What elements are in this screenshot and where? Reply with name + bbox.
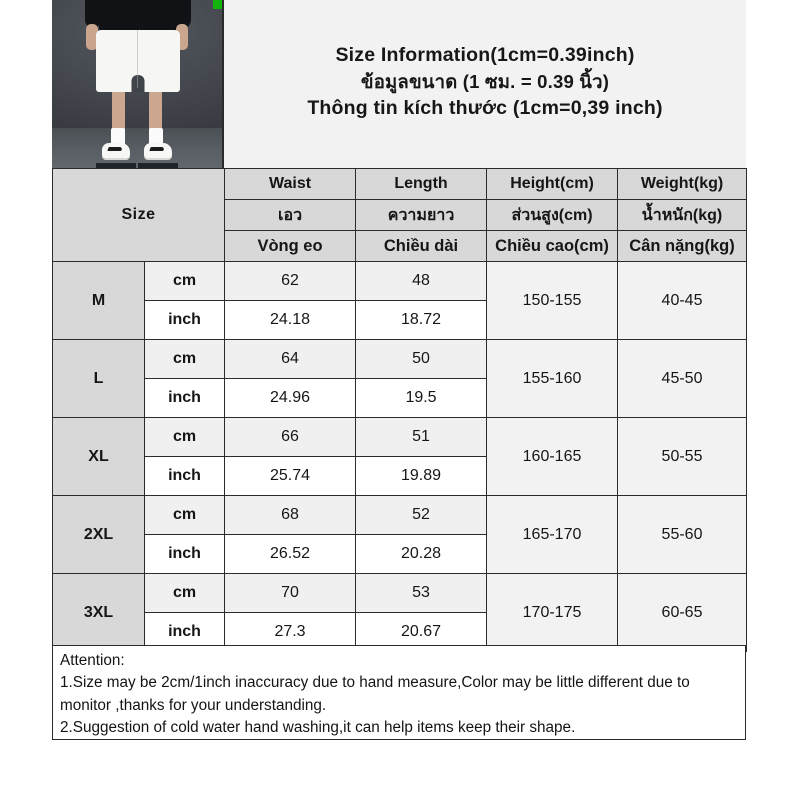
model-sock-left bbox=[111, 128, 125, 145]
header-row-th: เอว ความยาว ส่วนสูง(cm) น้ำหนัก(kg) bbox=[53, 199, 748, 231]
col-header-waist-th: เอว bbox=[224, 199, 357, 231]
height-m: 150-155 bbox=[486, 261, 619, 340]
attention-note-1: 1.Size may be 2cm/1inch inaccuracy due t… bbox=[60, 674, 690, 714]
col-header-length-th: ความยาว bbox=[355, 199, 488, 231]
title-block: Size Information(1cm=0.39inch) ข้อมูลขนา… bbox=[224, 0, 746, 168]
length-inch-l: 19.5 bbox=[355, 378, 488, 418]
col-header-height-vi: Chiều cao(cm) bbox=[486, 230, 619, 262]
table-row: inch 24.18 18.72 bbox=[53, 300, 747, 340]
header-band: Size Information(1cm=0.39inch) ข้อมูลขนา… bbox=[52, 0, 746, 168]
size-label-m: M bbox=[52, 261, 145, 340]
shorts-hem-left bbox=[96, 163, 136, 168]
title-line-th: ข้อมูลขนาด (1 ซม. = 0.39 นิ้ว) bbox=[360, 71, 610, 93]
length-inch-m: 18.72 bbox=[355, 300, 488, 340]
attention-box: Attention: 1.Size may be 2cm/1inch inacc… bbox=[52, 645, 746, 740]
header-row-en: Size Waist Length Height(cm) Weight(kg) bbox=[51, 168, 748, 262]
model-leg-right bbox=[149, 92, 162, 136]
model-leg-left bbox=[112, 92, 125, 136]
weight-l: 45-50 bbox=[617, 339, 748, 418]
model-sock-right bbox=[149, 128, 163, 145]
weight-m: 40-45 bbox=[617, 261, 748, 340]
photo-floor bbox=[52, 128, 222, 168]
table-row: 2XL cm 68 52 165-170 55-60 bbox=[52, 495, 748, 574]
waist-inch-xl: 25.74 bbox=[224, 456, 357, 496]
table-row: XL cm 66 51 160-165 50-55 bbox=[52, 417, 748, 496]
col-header-length-en: Length bbox=[355, 168, 488, 200]
unit-inch: inch bbox=[143, 378, 226, 418]
model-sneaker-right bbox=[144, 143, 172, 158]
table-row: L cm 64 50 155-160 45-50 bbox=[52, 339, 748, 418]
size-label-l: L bbox=[52, 339, 145, 418]
unit-cm: cm bbox=[143, 495, 226, 535]
title-line-en: Size Information(1cm=0.39inch) bbox=[335, 44, 635, 67]
waist-inch-l: 24.96 bbox=[224, 378, 357, 418]
col-header-height-en: Height(cm) bbox=[486, 168, 619, 200]
weight-xl: 50-55 bbox=[617, 417, 748, 496]
col-header-weight-vi: Cân nặng(kg) bbox=[617, 230, 748, 262]
size-label-2xl: 2XL bbox=[52, 495, 145, 574]
weight-3xl: 60-65 bbox=[617, 573, 748, 652]
green-corner-marker bbox=[213, 0, 222, 9]
table-row: inch 26.52 20.28 bbox=[53, 534, 747, 574]
length-inch-xl: 19.89 bbox=[355, 456, 488, 496]
height-3xl: 170-175 bbox=[486, 573, 619, 652]
waist-cm-m: 62 bbox=[224, 261, 357, 301]
unit-inch: inch bbox=[143, 300, 226, 340]
shorts-seam bbox=[137, 30, 138, 88]
model-shorts bbox=[96, 30, 180, 92]
header-row-vi: Vòng eo Chiều dài Chiều cao(cm) Cân nặng… bbox=[53, 230, 748, 262]
height-l: 155-160 bbox=[486, 339, 619, 418]
col-header-weight-en: Weight(kg) bbox=[617, 168, 748, 200]
length-cm-l: 50 bbox=[355, 339, 488, 379]
size-header-cell: Size bbox=[51, 168, 226, 262]
size-table: Size Waist Length Height(cm) Weight(kg) … bbox=[51, 168, 748, 652]
waist-inch-m: 24.18 bbox=[224, 300, 357, 340]
title-line-vi: Thông tin kích thước (1cm=0,39 inch) bbox=[307, 96, 663, 119]
product-photo[interactable] bbox=[52, 0, 224, 168]
unit-cm: cm bbox=[143, 573, 226, 613]
table-row: M cm 62 48 150-155 40-45 bbox=[52, 261, 748, 340]
weight-2xl: 55-60 bbox=[617, 495, 748, 574]
model-arm-left bbox=[86, 24, 98, 50]
col-header-waist-vi: Vòng eo bbox=[224, 230, 357, 262]
table-row: 3XL cm 70 53 170-175 60-65 bbox=[52, 573, 748, 652]
col-header-waist-en: Waist bbox=[224, 168, 357, 200]
unit-cm: cm bbox=[143, 261, 226, 301]
unit-cm: cm bbox=[143, 417, 226, 457]
waist-inch-2xl: 26.52 bbox=[224, 534, 357, 574]
length-inch-2xl: 20.28 bbox=[355, 534, 488, 574]
waist-cm-3xl: 70 bbox=[224, 573, 357, 613]
unit-inch: inch bbox=[143, 534, 226, 574]
waist-cm-l: 64 bbox=[224, 339, 357, 379]
shorts-hem-right bbox=[138, 163, 178, 168]
waist-cm-xl: 66 bbox=[224, 417, 357, 457]
length-cm-2xl: 52 bbox=[355, 495, 488, 535]
col-header-weight-th: น้ำหนัก(kg) bbox=[617, 199, 748, 231]
col-header-length-vi: Chiều dài bbox=[355, 230, 488, 262]
attention-heading: Attention: bbox=[60, 652, 125, 669]
height-2xl: 165-170 bbox=[486, 495, 619, 574]
model-sneaker-left bbox=[102, 143, 130, 158]
length-cm-3xl: 53 bbox=[355, 573, 488, 613]
size-label-xl: XL bbox=[52, 417, 145, 496]
height-xl: 160-165 bbox=[486, 417, 619, 496]
waist-cm-2xl: 68 bbox=[224, 495, 357, 535]
unit-inch: inch bbox=[143, 456, 226, 496]
table-row: inch 25.74 19.89 bbox=[53, 456, 747, 496]
col-header-height-th: ส่วนสูง(cm) bbox=[486, 199, 619, 231]
length-cm-m: 48 bbox=[355, 261, 488, 301]
size-label-3xl: 3XL bbox=[52, 573, 145, 652]
attention-note-2: 2.Suggestion of cold water hand washing,… bbox=[60, 719, 576, 737]
unit-cm: cm bbox=[143, 339, 226, 379]
length-cm-xl: 51 bbox=[355, 417, 488, 457]
